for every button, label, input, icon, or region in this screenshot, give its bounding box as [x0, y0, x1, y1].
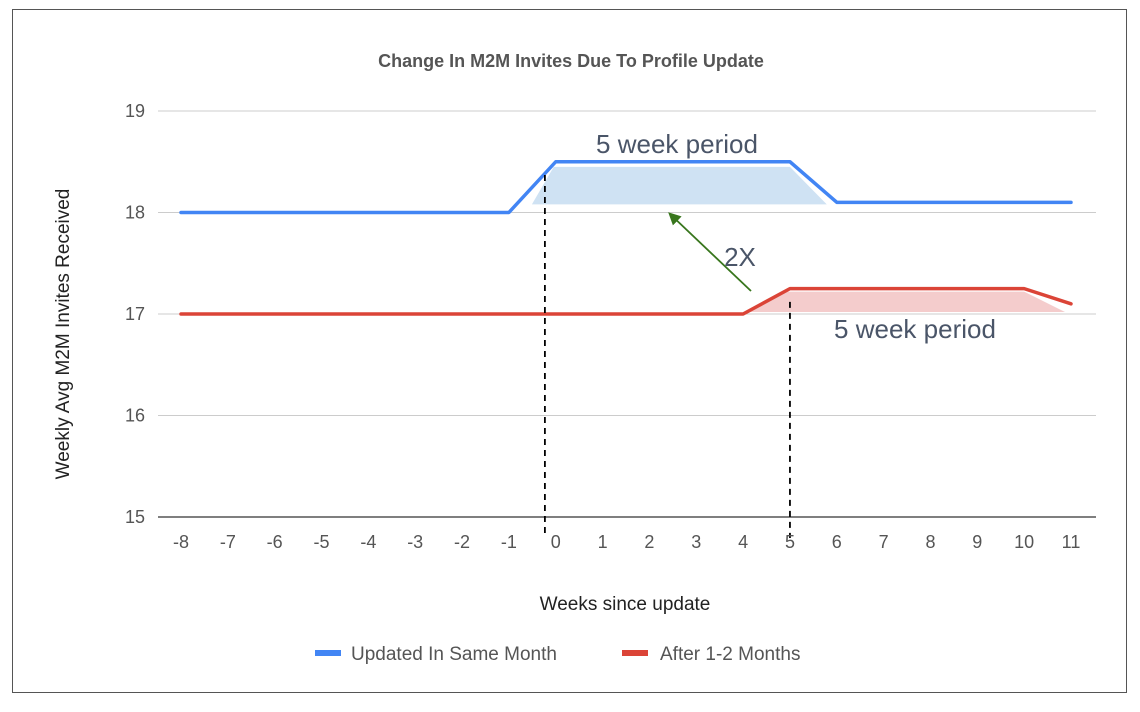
- annotation-label-period-after: 5 week period: [834, 314, 996, 344]
- x-axis-title: Weeks since update: [540, 594, 711, 615]
- x-tick-label: 8: [925, 532, 935, 552]
- period-fill-layer: [531, 166, 1065, 312]
- x-tick-label: 2: [644, 532, 654, 552]
- period-marker-layer: [543, 174, 791, 538]
- line-chart: Change In M2M Invites Due To Profile Upd…: [53, 51, 1096, 665]
- y-axis-title: Weekly Avg M2M Invites Received: [53, 189, 74, 480]
- annotation-layer: 5 week period 5 week period 2X: [596, 129, 996, 344]
- period-fill-updated-same-month: [531, 166, 827, 205]
- legend-swatch-after-1-2-months: [622, 650, 648, 656]
- series-layer: [179, 160, 1073, 316]
- x-tick-label: 5: [785, 532, 795, 552]
- chart-frame: Change In M2M Invites Due To Profile Upd…: [12, 9, 1127, 693]
- series-line-after-1-2-months: [179, 286, 1073, 316]
- x-tick-label: -7: [220, 532, 236, 552]
- period-fill-after-1-2-months: [750, 291, 1065, 312]
- x-tick-label: 7: [879, 532, 889, 552]
- x-tick-label: 10: [1014, 532, 1034, 552]
- y-tick-label: 17: [125, 304, 145, 324]
- x-tick-label: -4: [360, 532, 376, 552]
- x-tick-label: -3: [407, 532, 423, 552]
- annotation-label-period-updated: 5 week period: [596, 129, 758, 159]
- x-tick-label: 6: [832, 532, 842, 552]
- x-tick-label: -5: [314, 532, 330, 552]
- y-tick-label: 16: [125, 406, 145, 426]
- x-tick-label: 3: [691, 532, 701, 552]
- x-tick-label: 0: [551, 532, 561, 552]
- x-tick-label: -8: [173, 532, 189, 552]
- legend: Updated In Same Month After 1-2 Months: [315, 644, 800, 665]
- x-tick-labels: -8 -7 -6 -5 -4 -3 -2 -1 0 1 2 3 4 5 6 7 8 9 10 11: [173, 532, 1080, 552]
- x-tick-label: -1: [501, 532, 517, 552]
- x-tick-label: -6: [267, 532, 283, 552]
- chart-title: Change In M2M Invites Due To Profile Upd…: [378, 51, 764, 71]
- y-tick-label: 15: [125, 507, 145, 527]
- x-tick-label: 9: [972, 532, 982, 552]
- x-tick-label: 4: [738, 532, 748, 552]
- annotation-arrow-2x: [668, 212, 752, 292]
- x-tick-label: 11: [1062, 532, 1081, 552]
- x-tick-label: -2: [454, 532, 470, 552]
- legend-label-after-1-2-months: After 1-2 Months: [660, 644, 800, 665]
- annotation-label-2x: 2X: [724, 242, 756, 272]
- y-tick-label: 19: [125, 101, 145, 121]
- y-tick-label: 18: [125, 203, 145, 223]
- x-tick-label: 1: [598, 532, 608, 552]
- series-line-updated-same-month: [179, 160, 1073, 215]
- legend-label-updated-same-month: Updated In Same Month: [351, 644, 557, 665]
- y-tick-labels: 15 16 17 18 19: [125, 101, 145, 527]
- legend-swatch-updated-same-month: [315, 650, 341, 656]
